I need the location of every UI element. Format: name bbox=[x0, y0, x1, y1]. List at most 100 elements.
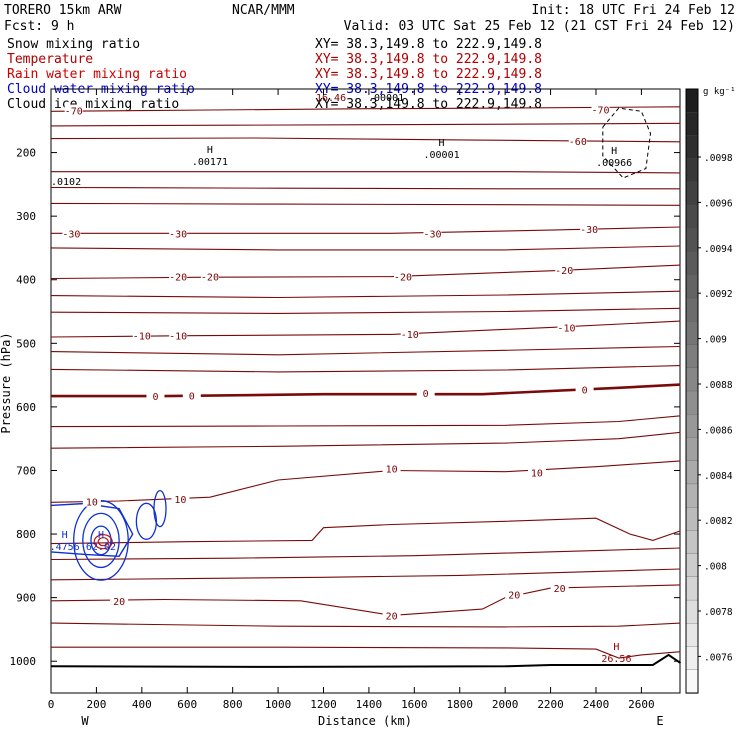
valid-time: Valid: 03 UTC Sat 25 Feb 12 (21 CST Fri … bbox=[344, 19, 735, 34]
temperature-isotherms bbox=[50, 106, 681, 659]
field-xy-snow: XY= 38.3,149.8 to 222.9,149.8 bbox=[315, 37, 542, 52]
isotherm-line bbox=[50, 245, 681, 251]
isotherm-line bbox=[51, 171, 681, 174]
field-name-rain: Rain water mixing ratio bbox=[7, 67, 187, 82]
contour-label: -70 bbox=[65, 107, 83, 118]
y-tick-label: 400 bbox=[16, 274, 36, 287]
colorbar-band bbox=[685, 507, 699, 532]
contour-label-bg bbox=[171, 493, 190, 505]
extremum-value: .00171 bbox=[192, 157, 228, 168]
contour-label-bg bbox=[182, 389, 201, 401]
field-xy-rain: XY= 38.3,149.8 to 222.9,149.8 bbox=[315, 67, 542, 82]
contour-label: -30 bbox=[169, 229, 187, 240]
colorbar-label: .0098 bbox=[704, 153, 733, 164]
colorbar-label: .0076 bbox=[704, 652, 733, 663]
isotherm-line bbox=[50, 431, 681, 449]
partial-label-ice: .00001 bbox=[368, 93, 404, 104]
colorbar-label: .0092 bbox=[704, 289, 733, 300]
contour-label-bg bbox=[169, 227, 188, 239]
model-title: TORERO 15km ARW bbox=[4, 3, 122, 18]
contour-label-bg bbox=[580, 222, 599, 234]
colorbar-band bbox=[685, 437, 699, 462]
contour-label: 20 bbox=[386, 611, 398, 622]
y-tick-label: 1000 bbox=[10, 655, 37, 668]
cloud-water-ring bbox=[90, 525, 112, 556]
y-tick-label: 500 bbox=[16, 337, 36, 350]
contour-label: 10 bbox=[531, 468, 543, 479]
y-axis-label: Pressure (hPa) bbox=[0, 332, 13, 433]
contour-label-bg bbox=[575, 383, 594, 395]
contour-label: 20 bbox=[508, 590, 520, 601]
terrain-surface bbox=[50, 653, 682, 668]
contour-label-bg bbox=[169, 329, 188, 341]
colorbar-label: .0094 bbox=[704, 244, 733, 255]
isotherm-line bbox=[50, 584, 681, 616]
colorbar-band bbox=[685, 367, 699, 392]
contour-label-bg bbox=[591, 103, 610, 115]
contour-label-bg bbox=[393, 270, 412, 282]
colorbar-band bbox=[685, 321, 699, 346]
contour-label: 20 bbox=[554, 584, 566, 595]
contour-label: 0 bbox=[582, 386, 588, 397]
isotherm-line bbox=[50, 547, 681, 561]
y-tick-label: 300 bbox=[16, 210, 36, 223]
contour-label-bg bbox=[423, 227, 442, 239]
contour-label: -10 bbox=[169, 332, 187, 343]
contour-label: -10 bbox=[133, 332, 151, 343]
isotherm-line bbox=[50, 568, 681, 581]
extremum-marker: H bbox=[439, 138, 445, 149]
x-tick-label: 1000 bbox=[265, 698, 292, 711]
plot-frame bbox=[50, 88, 681, 694]
colorbar-band bbox=[685, 274, 699, 299]
contour-label-bg bbox=[555, 264, 574, 276]
colorbar-label: .008 bbox=[704, 562, 727, 573]
isotherm-line bbox=[50, 106, 681, 112]
colorbar: .0098 .0096 .0094 .0092 .009 .0088 .0086 .0084.… bbox=[685, 88, 733, 694]
contour-label: -60 bbox=[569, 137, 587, 148]
colorbar-band bbox=[685, 669, 699, 694]
contour-label: -10 bbox=[557, 323, 575, 334]
colorbar-band bbox=[685, 88, 699, 113]
isotherm-line bbox=[50, 290, 681, 299]
extremum-marker: H bbox=[613, 642, 619, 653]
extremum-value: .00966 bbox=[596, 158, 632, 169]
contour-label-bg bbox=[416, 386, 435, 398]
isotherm-line bbox=[50, 365, 681, 373]
colorbar-band bbox=[685, 228, 699, 253]
axes: 0 200 400 600 800 1000 1200 1400 1600 1800 2000 220… bbox=[10, 89, 680, 711]
isotherm-line bbox=[50, 415, 681, 428]
extremum-value: 26.56 bbox=[601, 654, 631, 665]
isotherm-line bbox=[50, 307, 681, 314]
x-tick-label: 1400 bbox=[356, 698, 383, 711]
contour-label: -20 bbox=[201, 273, 219, 284]
colorbar-label: .0096 bbox=[704, 198, 733, 209]
extremum-marker: H bbox=[207, 145, 213, 156]
contour-label: 0 bbox=[423, 389, 429, 400]
colorbar-band bbox=[685, 414, 699, 439]
contour-label: -30 bbox=[62, 229, 80, 240]
contour-label-bg bbox=[132, 329, 151, 341]
partial-label-temp: 16.46 bbox=[316, 93, 346, 104]
x-tick-label: 2600 bbox=[628, 698, 655, 711]
x-tick-label: 2400 bbox=[583, 698, 610, 711]
x-tick-label: 2000 bbox=[492, 698, 519, 711]
field-name-cloud-ice: Cloud ice mixing ratio bbox=[7, 97, 179, 112]
y-tick-label: 600 bbox=[16, 401, 36, 414]
contour-label: -30 bbox=[580, 225, 598, 236]
contour-label: 20 bbox=[113, 597, 125, 608]
contour-label: -30 bbox=[423, 229, 441, 240]
field-xy-temperature: XY= 38.3,149.8 to 222.9,149.8 bbox=[315, 52, 542, 67]
colorbar-band bbox=[685, 483, 699, 508]
colorbar-band bbox=[685, 297, 699, 322]
isotherm-line bbox=[50, 202, 681, 206]
contour-label: 10 bbox=[386, 465, 398, 476]
contour-label-bg bbox=[64, 104, 83, 116]
cloud-water-pocket bbox=[153, 489, 167, 528]
contour-label-bg bbox=[550, 582, 569, 594]
colorbar-band bbox=[685, 646, 699, 671]
contour-label-bg bbox=[82, 495, 101, 507]
colorbar-band bbox=[685, 623, 699, 648]
isotherm-line bbox=[50, 517, 681, 545]
